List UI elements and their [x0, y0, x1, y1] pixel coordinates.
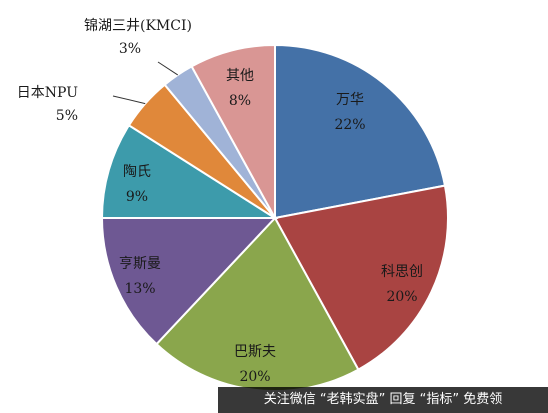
pie-slice-4 [100, 123, 279, 219]
slice-label-3: 亨斯曼 [119, 255, 161, 272]
slice-label-6: 锦湖三井(KMCI) [84, 17, 192, 34]
slice-percent-3: 13% [124, 281, 155, 297]
slice-label-7: 其他 [226, 68, 254, 84]
pie-slice-0 [274, 43, 447, 220]
pie-slice-7 [190, 43, 276, 219]
leader-line-6 [157, 61, 179, 76]
pie-slice-1 [273, 184, 449, 371]
slice-percent-0: 22% [334, 117, 365, 133]
slice-label-0: 万华 [336, 92, 364, 108]
watermark-banner: 关注微信 “老韩实盘” 回复 “指标” 免费领 [218, 387, 548, 413]
slice-percent-6: 3% [119, 41, 141, 57]
slice-percent-4: 9% [126, 189, 148, 205]
slice-percent-7: 8% [229, 93, 251, 109]
slice-label-1: 科思创 [381, 264, 423, 280]
slice-percent-5: 5% [56, 108, 78, 124]
slice-label-2: 巴斯夫 [234, 344, 276, 360]
slice-percent-1: 20% [386, 289, 417, 305]
leader-line-5 [112, 95, 146, 105]
slice-label-5: 日本NPU [17, 85, 78, 101]
slice-label-4: 陶氏 [123, 164, 151, 180]
pie-slice-3 [100, 217, 278, 346]
slice-percent-2: 20% [239, 369, 270, 385]
